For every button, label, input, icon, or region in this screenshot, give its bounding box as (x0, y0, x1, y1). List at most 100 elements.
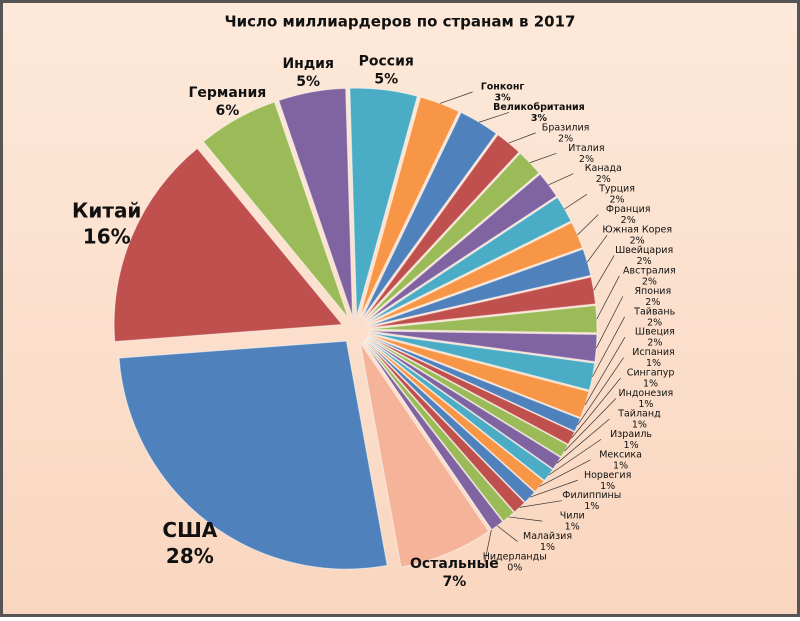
slice-label: Чили (560, 511, 585, 522)
slice-value-label: 1% (584, 501, 599, 512)
slice-value-label: 2% (645, 297, 660, 308)
slice-value-label: 7% (442, 574, 466, 590)
slice-value-label: 1% (540, 542, 555, 553)
slice-label: Китай (72, 198, 141, 222)
slice-label: Индия (282, 56, 334, 72)
slice-label: Австралия (623, 265, 676, 276)
leader-line (497, 525, 518, 542)
leader-line (439, 91, 473, 104)
slice-value-label: 1% (632, 419, 647, 430)
slice-value-label: 1% (600, 481, 615, 492)
slice-value-label: 2% (596, 174, 611, 185)
leader-line (508, 516, 543, 522)
leader-line (508, 132, 536, 144)
slice-value-label: 3% (531, 113, 548, 124)
leader-line (564, 193, 588, 210)
slice-label: Великобритания (493, 102, 585, 113)
pie-slice (368, 248, 592, 327)
slice-label: Франция (606, 204, 651, 215)
leader-line (593, 255, 615, 291)
slice-value-label: 2% (579, 154, 594, 165)
pie-slice (365, 337, 554, 482)
slice-label: Остальные (410, 556, 499, 572)
slice-value-label: 5% (374, 72, 398, 88)
slice-label: Швеция (635, 327, 675, 338)
pie-slice (365, 338, 545, 493)
leader-line (539, 459, 591, 487)
pie-slice (368, 332, 596, 391)
slice-value-label: 5% (296, 74, 320, 90)
slice-value-label: 2% (637, 256, 652, 267)
slice-label: Япония (634, 286, 671, 297)
slice-label: Индонезия (619, 388, 674, 399)
slice-value-label: 2% (621, 215, 636, 226)
pie-slice (278, 87, 353, 317)
slice-value-label: 1% (643, 379, 658, 390)
slice-value-label: 2% (558, 133, 573, 144)
leader-line (556, 418, 610, 464)
leader-line (577, 357, 624, 426)
pie-slice (359, 342, 490, 568)
pie-slice (364, 152, 540, 321)
slice-value-label: 1% (624, 440, 639, 451)
slice-label: Испания (632, 347, 674, 358)
pie-slice (349, 87, 418, 317)
leader-line (571, 377, 621, 439)
slice-value-label: 2% (642, 276, 657, 287)
pie-slice (202, 101, 349, 319)
slice-label: Нидерланды (483, 552, 547, 563)
slice-value-label: 28% (166, 544, 214, 568)
leader-line (564, 398, 617, 452)
leader-line (529, 479, 578, 498)
leader-line (548, 173, 574, 186)
leader-line (529, 152, 557, 164)
slice-value-label: 16% (83, 224, 131, 248)
leader-line (478, 112, 510, 123)
slice-value-label: 2% (610, 195, 625, 206)
slice-label: Израиль (610, 429, 652, 440)
leader-line (577, 214, 599, 236)
slice-label: Филиппины (562, 490, 621, 501)
slice-value-label: 0% (507, 563, 522, 574)
slice-label: Канада (585, 163, 622, 174)
chart-title: Число миллиардеров по странам в 2017 (225, 13, 576, 31)
slice-label: Гонконг (481, 82, 525, 93)
slice-label: Южная Корея (602, 225, 672, 236)
leader-line (596, 296, 624, 349)
slice-label: Италия (568, 143, 604, 154)
pie-slice (359, 96, 460, 318)
leader-line (484, 529, 492, 563)
leader-line (592, 316, 625, 377)
pie-slice (366, 337, 562, 470)
slice-value-label: 2% (647, 317, 662, 328)
slice-label: Турция (598, 184, 635, 195)
slice-value-label: 3% (494, 93, 511, 104)
leader-line (584, 337, 626, 405)
pie-slice (113, 147, 344, 343)
leader-line (596, 275, 620, 320)
slice-value-label: 1% (565, 522, 580, 533)
slice-value-label: 6% (215, 103, 239, 119)
slice-label: Россия (359, 53, 414, 69)
pie-slice (363, 340, 515, 522)
slice-value-label: 1% (638, 399, 653, 410)
pie-slice (368, 276, 597, 329)
slice-label: Германия (188, 85, 266, 101)
leader-line (587, 234, 608, 263)
slice-label: Тайвань (633, 306, 675, 317)
slice-label: Бразилия (542, 122, 590, 133)
slice-label: Малайзия (523, 531, 572, 542)
slice-value-label: 1% (646, 358, 661, 369)
leader-line (519, 500, 562, 508)
pie-slice (118, 340, 388, 570)
slice-value-label: 2% (647, 338, 662, 349)
leader-line (548, 439, 602, 476)
slice-label: Тайланд (617, 408, 661, 419)
slice-label: Норвегия (584, 470, 631, 481)
slice-label: Швейцария (615, 245, 673, 256)
slice-label: Сингапур (627, 368, 675, 379)
slice-label: Мексика (599, 449, 642, 460)
slice-value-label: 1% (613, 460, 628, 471)
pie-slice (364, 339, 526, 513)
